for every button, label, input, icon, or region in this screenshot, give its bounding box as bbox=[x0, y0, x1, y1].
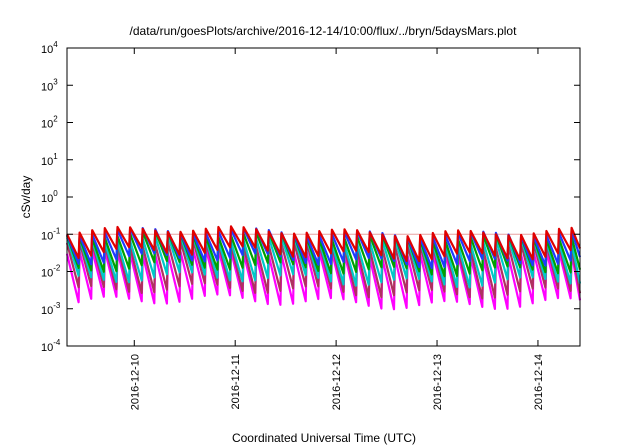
plot-frame bbox=[66, 47, 581, 347]
x-tick-label: 2016-12-11 bbox=[230, 354, 242, 409]
y-tick-label: 10-1 bbox=[41, 226, 61, 242]
x-tick-label: 2016-12-10 bbox=[129, 354, 141, 410]
y-axis-label: cSv/day bbox=[19, 176, 33, 219]
y-tick-label: 100 bbox=[41, 189, 58, 205]
series-layer bbox=[65, 225, 582, 311]
y-tick-label: 10-2 bbox=[41, 264, 61, 280]
y-tick-label: 103 bbox=[41, 77, 58, 93]
y-tick-label: 10-4 bbox=[41, 338, 61, 354]
x-tick-label: 2016-12-13 bbox=[432, 354, 444, 410]
x-tick-label: 2016-12-12 bbox=[331, 354, 343, 410]
y-tick-label: 101 bbox=[41, 152, 58, 168]
series-line-5 bbox=[66, 225, 582, 263]
x-axis-label: Coordinated Universal Time (UTC) bbox=[232, 431, 416, 445]
y-tick-label: 104 bbox=[41, 40, 58, 56]
chart-title: /data/run/goesPlots/archive/2016-12-14/1… bbox=[130, 24, 518, 38]
axes-layer: 10-4 10-3 10-2 10-1 100 101 102 103 104 2016-12-1… bbox=[41, 40, 581, 410]
x-tick-label: 2016-12-14 bbox=[533, 354, 545, 410]
y-tick-label: 102 bbox=[41, 115, 58, 131]
y-tick-label: 10-3 bbox=[41, 301, 61, 317]
